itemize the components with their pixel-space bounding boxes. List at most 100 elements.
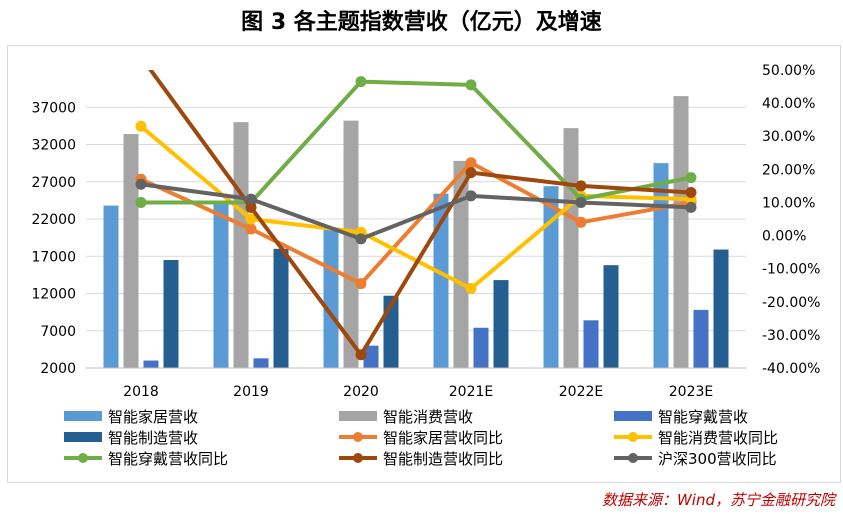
bar [653,163,669,368]
y-left-tick-label: 2000 [40,361,76,377]
y-right-tick-label: -20.00% [762,295,820,311]
line-point [136,51,147,62]
y-right-tick-label: 40.00% [762,96,815,112]
legend-label: 沪深300营收同比 [658,450,777,468]
chart-frame [7,45,841,483]
bar [143,360,159,368]
y-right-tick-label: 0.00% [762,229,806,245]
x-tick-label: 2022E [559,384,603,400]
y-left-tick-label: 7000 [40,324,76,340]
legend-swatch [614,411,652,421]
legend-label: 智能制造营收同比 [383,450,503,468]
y-right-tick-label: 50.00% [762,63,815,79]
legend-marker [353,432,363,442]
line-point [135,178,147,190]
line-point [245,223,257,235]
gridlines [86,106,746,369]
bars-group [103,96,729,369]
bar [563,128,579,368]
legend-marker [78,453,88,463]
series-line [148,70,692,357]
bar [253,358,269,368]
line-point [355,76,367,88]
lines-group [135,51,697,361]
legend-label: 智能穿戴营收同比 [108,450,228,468]
line-point [465,157,477,169]
y-left-tick-label: 27000 [31,175,76,191]
y-left-tick-label: 32000 [31,138,76,154]
bar [363,345,379,368]
bar [693,309,709,368]
bar [123,134,139,368]
line-point [685,201,697,213]
line-point [465,167,477,179]
y-left-tick-label: 22000 [31,212,76,228]
bar [103,205,119,368]
line-point [245,213,257,225]
y-right-tick-label: 30.00% [762,129,815,145]
line-point [245,201,257,213]
chart-title: 图 3 各主题指数营收（亿元）及增速 [241,10,602,35]
bar [213,201,229,368]
line-point [135,196,147,208]
x-tick-label: 2020 [343,384,379,400]
bar [543,186,559,368]
y-left-tick-label: 12000 [31,287,76,303]
bar [343,120,359,368]
bar [713,249,729,368]
bar [603,265,619,368]
y-right-tick-label: 20.00% [762,162,815,178]
bar [273,248,289,368]
legend-marker [353,453,363,463]
y-right-tick-label: 10.00% [762,195,815,211]
y-right-tick-label: -40.00% [762,361,820,377]
legend-label: 智能消费营收同比 [658,429,778,447]
line-point [685,187,697,199]
legend-swatch [64,432,102,442]
y-right-tick-label: -10.00% [762,262,820,278]
source-note: 数据来源：Wind，苏宁金融研究院 [601,491,835,509]
line-point [575,180,587,192]
legend-label: 智能制造营收 [108,429,198,447]
y-right-tick-label: -30.00% [762,328,820,344]
line-point [465,283,477,295]
series-line [140,160,692,286]
axes-group: 2000 7000 12000 17000 22000 27000 32000 37000 -4… [31,63,820,400]
bar [453,160,469,368]
legend-label: 智能家居营收同比 [383,429,503,447]
bar [473,327,489,368]
line-point [575,196,587,208]
bar [233,122,249,369]
line-point [355,349,367,361]
x-tick-label: 2021E [449,384,493,400]
line-point [465,79,477,91]
legend-label: 智能穿戴营收 [658,408,748,426]
line-point [575,216,587,228]
y-left-tick-label: 37000 [31,100,76,116]
legend-swatch [64,411,102,421]
x-tick-label: 2018 [123,384,159,400]
y-left-tick-label: 17000 [31,249,76,265]
line-point [465,190,477,202]
line-point [245,193,257,205]
legend-marker [628,432,638,442]
legend-marker [628,453,638,463]
line-point [355,278,367,290]
legend-label: 智能消费营收 [383,408,473,426]
bar [433,193,449,368]
series-line [140,182,692,241]
legend-swatch [339,411,377,421]
bar [583,320,599,368]
bar [493,280,509,368]
x-tick-label: 2019 [233,384,269,400]
line-point [135,120,147,132]
line-point [685,172,697,184]
line-point [355,233,367,245]
legend-label: 智能家居营收 [108,408,198,426]
bar [673,96,689,368]
bar [323,227,339,368]
bar [163,259,179,368]
x-tick-label: 2023E [669,384,713,400]
